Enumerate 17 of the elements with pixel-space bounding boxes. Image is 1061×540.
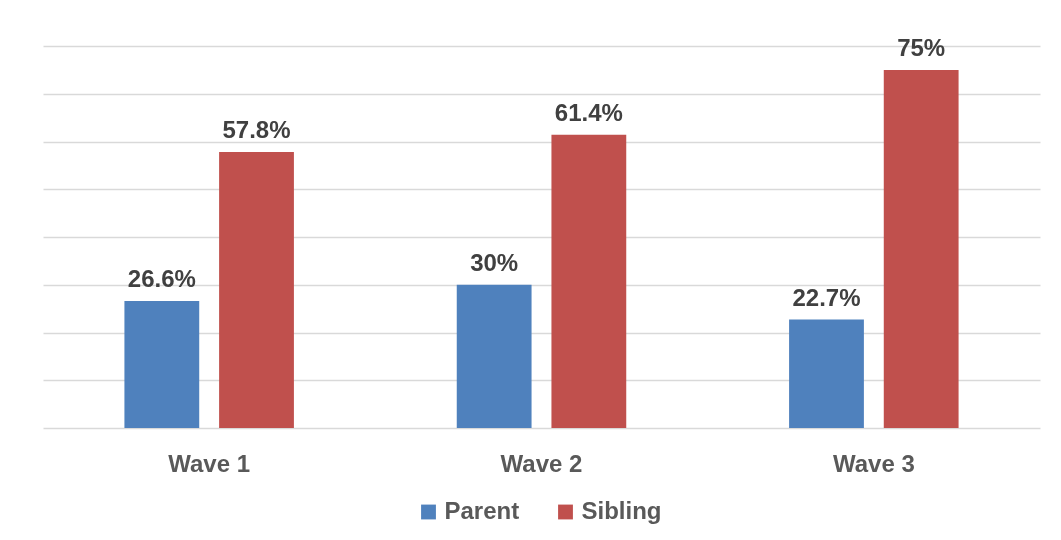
- data-label: 57.8%: [222, 116, 291, 144]
- x-tick-label: Wave 1: [168, 449, 251, 477]
- x-tick-label: Wave 2: [500, 449, 583, 477]
- bar: [883, 69, 959, 428]
- data-label: 26.6%: [127, 264, 196, 292]
- bar: [789, 319, 864, 428]
- bar: [551, 134, 627, 428]
- bar: [219, 152, 294, 428]
- data-label: 22.7%: [792, 283, 861, 311]
- legend-label: Parent: [444, 497, 520, 524]
- bar: [456, 284, 532, 428]
- data-label: 30%: [470, 248, 519, 276]
- x-tick-label: Wave 3: [832, 449, 915, 477]
- data-label: 61.4%: [554, 98, 623, 126]
- legend-label: Sibling: [581, 497, 662, 524]
- bar: [124, 300, 200, 428]
- data-label: 75%: [897, 33, 946, 61]
